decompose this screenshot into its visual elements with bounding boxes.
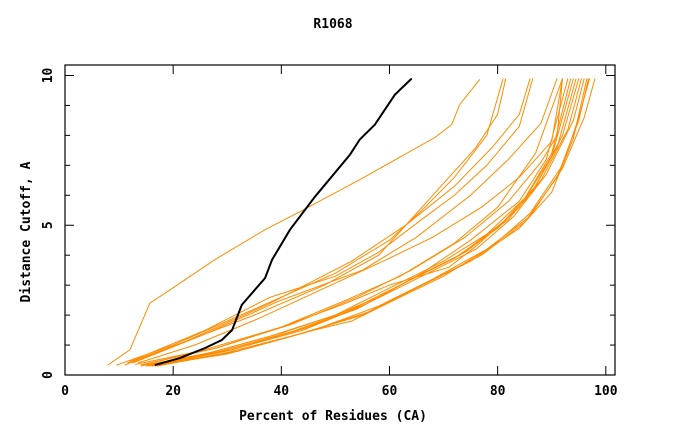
x-tick-label: 100: [594, 384, 618, 399]
x-tick-label: 20: [165, 384, 181, 399]
series-line: [107, 79, 481, 366]
x-tick-label: 60: [382, 384, 398, 399]
series-line: [116, 78, 504, 366]
highlight-line: [154, 77, 413, 367]
series-line: [143, 78, 574, 365]
y-tick-label: 0: [41, 371, 56, 379]
y-tick-label: 5: [41, 221, 56, 229]
plot-frame: [64, 64, 616, 376]
axis-ticks: 0 20 40 60 80 100 0 5 10: [41, 65, 618, 399]
series-line: [132, 78, 558, 364]
x-tick-label: 40: [273, 384, 289, 399]
series-line: [135, 78, 563, 365]
series-line: [146, 78, 577, 367]
series-line: [124, 78, 531, 366]
series-lines: [107, 77, 596, 367]
y-tick-label: 10: [41, 67, 56, 83]
series-line: [151, 78, 582, 367]
x-tick-label: 80: [490, 384, 506, 399]
series-line: [140, 78, 572, 367]
y-axis-label: Distance Cutoff, A: [19, 161, 34, 302]
series-line: [140, 78, 563, 366]
series-line: [127, 78, 507, 364]
series-line: [148, 78, 580, 367]
x-axis-label: Percent of Residues (CA): [239, 409, 427, 424]
series-line: [162, 78, 596, 365]
x-tick-label: 0: [61, 384, 69, 399]
series-line: [146, 78, 569, 366]
series-line: [156, 78, 589, 367]
series-line: [154, 78, 585, 367]
chart-title: R1068: [313, 17, 352, 32]
series-line: [137, 78, 563, 364]
